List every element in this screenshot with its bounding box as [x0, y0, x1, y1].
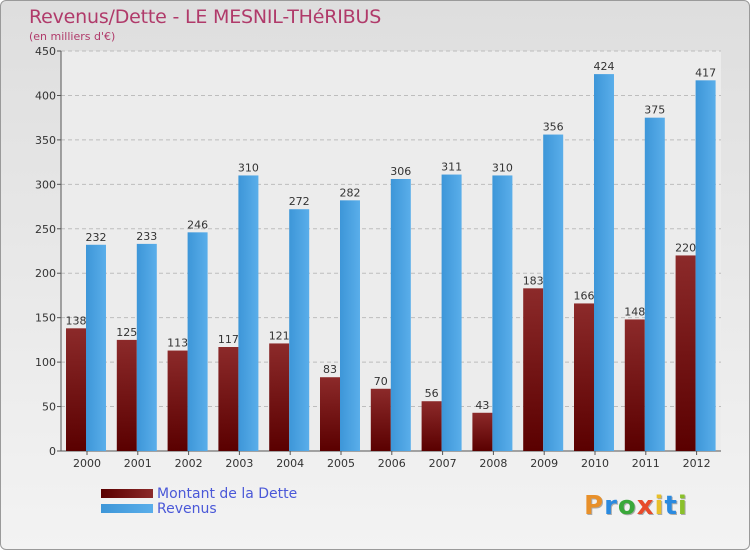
bar-revenus: [594, 74, 614, 451]
x-tick-label: 2005: [327, 457, 355, 470]
bar-revenus: [441, 174, 462, 452]
chart-title: Revenus/Dette - LE MESNIL-THéRIBUS: [29, 6, 382, 28]
bar-dette: [574, 303, 594, 451]
legend-item-revenus: Revenus: [101, 500, 297, 517]
bar-revenus: [86, 244, 106, 451]
data-label-dette: 113: [167, 337, 188, 350]
x-tick-label: 2006: [378, 457, 406, 470]
data-label-revenus: 424: [594, 60, 615, 73]
bar-dette: [320, 377, 340, 451]
logo-letter: t: [664, 491, 678, 521]
data-label-dette: 138: [66, 314, 87, 327]
data-label-revenus: 375: [644, 104, 665, 117]
data-label-dette: 117: [218, 333, 239, 346]
y-tick-label: 300: [35, 178, 56, 191]
data-label-dette: 43: [475, 399, 489, 412]
bar-dette: [66, 328, 86, 451]
data-label-revenus: 306: [390, 165, 411, 178]
data-label-dette: 183: [523, 274, 544, 287]
data-label-revenus: 282: [340, 186, 361, 199]
legend-label-dette: Montant de la Dette: [157, 485, 298, 502]
legend-swatch-revenus: [101, 504, 153, 513]
data-label-dette: 166: [574, 289, 595, 302]
data-label-revenus: 356: [543, 121, 564, 134]
bar-revenus: [695, 80, 716, 451]
y-tick-label: 50: [42, 401, 56, 414]
data-label-revenus: 310: [238, 161, 259, 174]
x-tick-label: 2012: [683, 457, 711, 470]
data-label-dette: 56: [425, 387, 439, 400]
logo-letter: i: [677, 491, 688, 521]
x-tick-label: 2009: [530, 457, 558, 470]
legend-swatch-dette: [101, 489, 153, 498]
x-tick-label: 2001: [124, 457, 152, 470]
bar-revenus: [289, 209, 310, 451]
proxiti-logo: Proxiti: [584, 491, 688, 521]
x-tick-label: 2003: [225, 457, 253, 470]
bar-dette: [116, 339, 137, 451]
data-label-dette: 70: [374, 375, 388, 388]
x-tick-label: 2000: [73, 457, 101, 470]
bar-dette: [472, 412, 493, 451]
logo-letter: P: [584, 491, 605, 521]
y-tick-label: 450: [35, 45, 56, 58]
bar-revenus: [543, 134, 564, 452]
x-tick-label: 2007: [429, 457, 457, 470]
bar-dette: [624, 319, 645, 451]
bar-revenus: [390, 179, 411, 451]
y-tick-label: 100: [35, 356, 56, 369]
data-label-dette: 121: [269, 329, 290, 342]
y-tick-label: 200: [35, 267, 56, 280]
data-label-revenus: 272: [289, 195, 310, 208]
bar-revenus: [136, 243, 157, 451]
data-label-revenus: 417: [695, 66, 716, 79]
data-label-dette: 125: [116, 326, 137, 339]
chart-subtitle: (en milliers d'€): [29, 30, 116, 43]
bar-revenus: [238, 175, 259, 451]
x-tick-label: 2004: [276, 457, 304, 470]
bar-dette: [370, 388, 391, 451]
bar-revenus: [340, 200, 360, 451]
logo-letter: i: [654, 491, 665, 521]
legend-item-dette: Montant de la Dette: [101, 485, 298, 502]
data-label-dette: 220: [675, 241, 696, 254]
data-label-dette: 148: [624, 305, 645, 318]
y-tick-label: 0: [49, 445, 56, 458]
legend-label-revenus: Revenus: [157, 500, 217, 517]
y-tick-label: 350: [35, 134, 56, 147]
bar-revenus: [187, 232, 208, 451]
bar-dette: [421, 401, 442, 451]
data-label-dette: 83: [323, 363, 337, 376]
bar-revenus: [644, 117, 665, 452]
bar-dette: [675, 255, 696, 451]
logo-letter: o: [617, 491, 637, 521]
x-tick-label: 2008: [479, 457, 507, 470]
bar-dette: [523, 288, 544, 451]
data-label-revenus: 246: [187, 218, 208, 231]
logo-letter: x: [636, 491, 655, 521]
data-label-revenus: 310: [492, 161, 513, 174]
y-tick-label: 400: [35, 89, 56, 102]
y-tick-label: 250: [35, 223, 56, 236]
bar-dette: [218, 347, 239, 451]
logo-letter: r: [604, 491, 618, 521]
legend: Montant de la Dette Revenus: [101, 485, 298, 517]
data-label-revenus: 311: [441, 161, 462, 174]
data-label-revenus: 232: [86, 231, 107, 244]
data-label-revenus: 233: [136, 230, 157, 243]
x-tick-label: 2010: [581, 457, 609, 470]
x-tick-label: 2011: [632, 457, 660, 470]
bar-revenus: [492, 175, 513, 451]
bar-dette: [269, 343, 290, 451]
y-tick-label: 150: [35, 312, 56, 325]
bar-dette: [167, 350, 188, 451]
x-tick-label: 2002: [175, 457, 203, 470]
